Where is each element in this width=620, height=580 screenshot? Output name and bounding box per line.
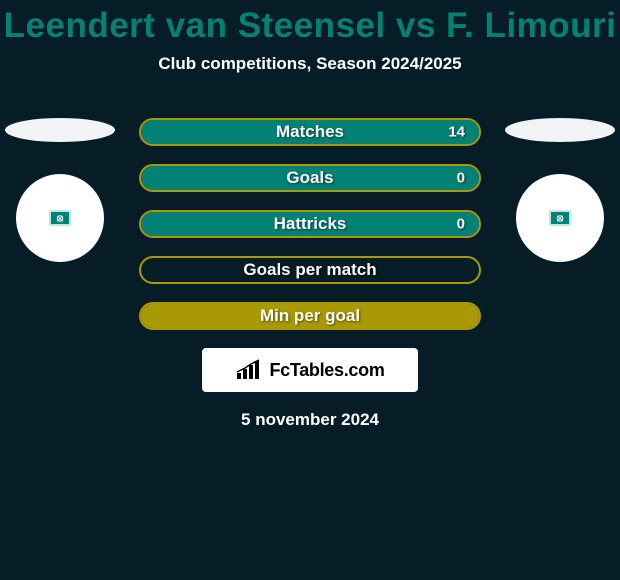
- right-flag-ellipse: [505, 118, 615, 142]
- stat-bar: Min per goal: [139, 302, 481, 330]
- stat-bar-label: Hattricks: [274, 214, 347, 234]
- stat-bars: Matches 14 Goals 0 Hattricks 0 Goals per match…: [139, 118, 481, 330]
- comparison-infographic: Leendert van Steensel vs F. Limouri Club…: [0, 0, 620, 580]
- stat-bar-label: Goals per match: [243, 260, 376, 280]
- stat-bar-value: 14: [448, 124, 465, 141]
- right-player-avatar: ⦻: [516, 174, 604, 262]
- image-placeholder-icon: ⦻: [49, 210, 71, 226]
- stat-bar-label: Goals: [286, 168, 333, 188]
- brand-chart-icon: [235, 359, 263, 381]
- left-player-column: ⦻: [0, 118, 120, 378]
- stat-bar: Goals 0: [139, 164, 481, 192]
- brand-text: FcTables.com: [269, 360, 384, 381]
- date-line: 5 november 2024: [0, 410, 620, 430]
- stat-bar: Goals per match: [139, 256, 481, 284]
- left-player-avatar: ⦻: [16, 174, 104, 262]
- left-flag-ellipse: [5, 118, 115, 142]
- stat-bar-label: Matches: [276, 122, 344, 142]
- stat-bar-value: 0: [457, 170, 465, 187]
- image-placeholder-icon: ⦻: [549, 210, 571, 226]
- stat-bar-value: 0: [457, 216, 465, 233]
- brand-box[interactable]: FcTables.com: [202, 348, 418, 392]
- subtitle: Club competitions, Season 2024/2025: [0, 54, 620, 74]
- stat-bar: Matches 14: [139, 118, 481, 146]
- page-title: Leendert van Steensel vs F. Limouri: [0, 0, 620, 46]
- right-player-column: ⦻: [500, 118, 620, 378]
- content-area: ⦻ ⦻ Matches 14 Goals 0 Hattricks 0 Goals per m…: [0, 118, 620, 430]
- stat-bar-label: Min per goal: [260, 306, 360, 326]
- stat-bar: Hattricks 0: [139, 210, 481, 238]
